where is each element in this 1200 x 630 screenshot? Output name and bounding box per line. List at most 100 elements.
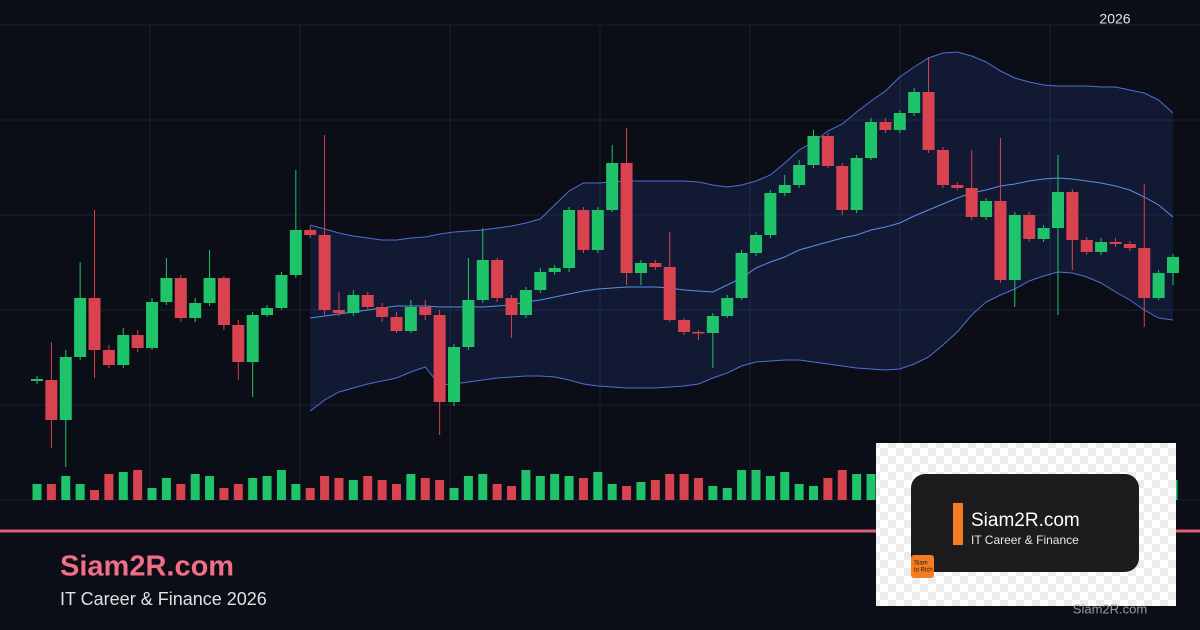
volume-bar [90, 490, 100, 500]
candle-body [462, 300, 475, 347]
logo-badge-bottom: to Rich [914, 568, 933, 574]
volume-bar [737, 470, 747, 500]
candle-body [1051, 192, 1064, 228]
volume-bar [118, 472, 128, 500]
volume-bar [751, 470, 761, 500]
candle-body [936, 150, 949, 185]
candle-body [1095, 242, 1108, 252]
candle-body [390, 317, 403, 331]
volume-bar [348, 480, 358, 500]
volume-bar [564, 476, 574, 500]
candle-body [821, 136, 834, 166]
candle-body [45, 380, 58, 420]
candle-body [332, 310, 345, 313]
logo-title: Siam2R.com [971, 510, 1080, 531]
candle-body [160, 278, 173, 302]
candle-body [102, 350, 115, 365]
volume-bar [305, 488, 315, 500]
candle-body [318, 235, 331, 310]
candle-body [678, 320, 691, 332]
candle-body [778, 185, 791, 193]
volume-bar [334, 478, 344, 500]
candle-body [620, 163, 633, 273]
candle-body [289, 230, 302, 275]
plot [0, 24, 1200, 501]
candle-body [951, 185, 964, 188]
candle-body [275, 275, 288, 308]
candle-body [519, 290, 532, 315]
volume-bar [650, 480, 660, 500]
candle-body [649, 263, 662, 267]
candle-body [448, 347, 461, 402]
candle-body [347, 295, 360, 313]
volume-bar [794, 484, 804, 500]
volume-bar [75, 484, 85, 500]
candle-body [1037, 228, 1050, 239]
logo-badge [911, 555, 934, 578]
candle-body [721, 298, 734, 316]
brand-subtitle: IT Career & Finance 2026 [60, 589, 267, 609]
volume-bar [147, 488, 157, 500]
watermark: Siam2R.com [1073, 601, 1147, 616]
volume-bar [521, 470, 531, 500]
band-fill [310, 52, 1173, 411]
candle-body [217, 278, 230, 325]
candle-body [534, 272, 547, 290]
volume-bar [46, 484, 56, 500]
year-label: 2026 [1099, 11, 1130, 27]
volume-bar [492, 484, 502, 500]
candle-body [1152, 273, 1165, 298]
candle-body [304, 230, 317, 235]
logo-panel [911, 474, 1139, 572]
volume-bar [377, 480, 387, 500]
volume-bar [219, 488, 229, 500]
candle-body [1066, 192, 1079, 240]
volume-bar [435, 480, 445, 500]
candle-body [88, 298, 101, 350]
volume-bar [233, 484, 243, 500]
candle-body [850, 158, 863, 210]
volume-bar [262, 476, 272, 500]
volume-bar [837, 470, 847, 500]
volume-bar [693, 478, 703, 500]
volume-bar [809, 486, 819, 500]
volume-bar [176, 484, 186, 500]
volume-bar [391, 484, 401, 500]
candle-body [908, 92, 921, 113]
candle-body [1080, 240, 1093, 252]
volume-bar [161, 478, 171, 500]
volume-bar [276, 470, 286, 500]
volume-bar [449, 488, 459, 500]
volume-bar [578, 478, 588, 500]
logo-card: Siam2R.com IT Career & Finance Siam to R… [876, 443, 1176, 606]
candle-body [692, 332, 705, 334]
candle-body [807, 136, 820, 165]
candle-body [174, 278, 187, 318]
candle-body [203, 278, 216, 303]
candle-body [994, 201, 1007, 280]
candle-body [246, 315, 259, 362]
volume-bar [104, 474, 114, 500]
candle-body [59, 357, 72, 420]
candle-body [865, 122, 878, 158]
volume-bar [61, 476, 71, 500]
candle-body [606, 163, 619, 210]
candle-body [563, 210, 576, 268]
candle-body [117, 335, 130, 365]
volume-bar [190, 474, 200, 500]
logo-badge-top: Siam [914, 561, 928, 567]
volume-bar [636, 482, 646, 500]
candle-body [376, 307, 389, 317]
candle-body [146, 302, 159, 348]
candle-body [361, 295, 374, 307]
candle-body [548, 268, 561, 272]
volume-bar [133, 470, 143, 500]
brand-title: Siam2R.com [60, 551, 234, 583]
volume-bar [593, 472, 603, 500]
volume-bar [535, 476, 545, 500]
candle-body [1109, 242, 1122, 244]
candle-body [980, 201, 993, 217]
candle-body [893, 113, 906, 130]
candle-body [577, 210, 590, 250]
